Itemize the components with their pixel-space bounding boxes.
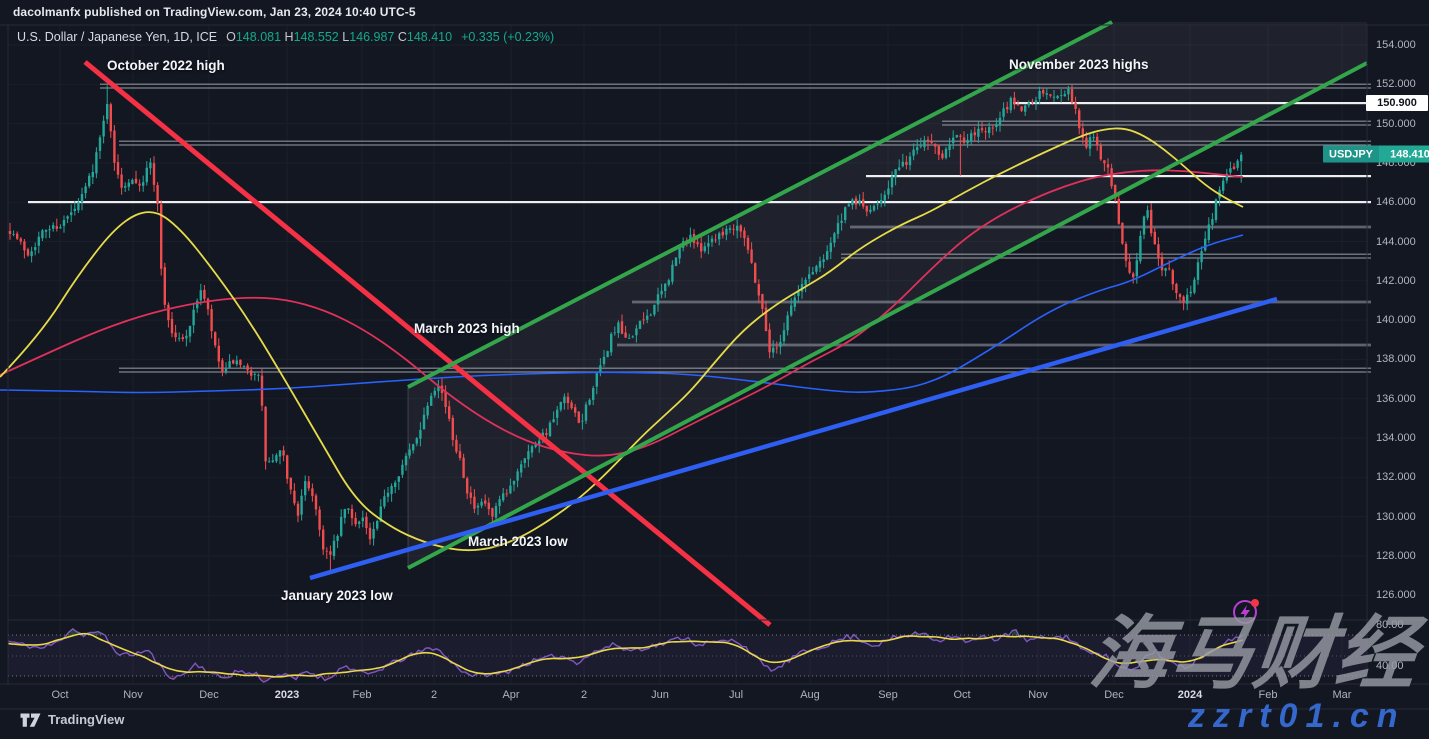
chart-annotation: January 2023 low [281, 588, 393, 603]
tradingview-brand-text: TradingView [48, 712, 125, 727]
reaction-flash-icon[interactable] [1231, 597, 1261, 627]
time-axis-label: Nov [1028, 689, 1048, 701]
time-axis-label: 2 [580, 689, 588, 701]
price-axis-label: 154.000 [1376, 39, 1416, 51]
ohlc-key: H [284, 30, 294, 44]
level-line-double [841, 257, 1371, 259]
time-axis-label: 2023 [274, 689, 300, 701]
channel-lower-green-trendline [407, 61, 1368, 570]
price-axis-label: 150.000 [1376, 117, 1416, 130]
price-axis-label: 126.000 [1376, 589, 1416, 602]
price-axis-label: 140.000 [1376, 314, 1416, 327]
downtrend-red-trendline [83, 60, 772, 627]
ohlc-value: 148.410 [406, 30, 453, 44]
time-axis-label: Mar [1332, 689, 1352, 701]
time-axis-label: 2024 [1177, 689, 1203, 701]
symbol-title: U.S. Dollar / Japanese Yen, 1D, ICE [17, 30, 218, 44]
level-line-double [841, 253, 1371, 255]
time-axis-label: Apr [502, 689, 520, 701]
ma-yellow-line [0, 127, 1244, 552]
watermark-cjk: 海马财经 [1085, 609, 1423, 698]
chart-annotation: March 2023 low [468, 534, 568, 549]
time-axis-label: Nov [123, 689, 143, 701]
indicator-axis-label: 80.00 [1376, 619, 1404, 631]
level-line-gray [850, 225, 1371, 229]
indicator-axis-label: 40.00 [1376, 660, 1404, 672]
ohlc-value: 148.552 [293, 30, 343, 44]
price-axis-label: 136.000 [1376, 392, 1416, 405]
rsi-ma-line [7, 632, 1244, 678]
channel-upper-green-trendline [407, 20, 1113, 389]
ohlc-value: 146.987 [349, 30, 398, 44]
symbol-chip: USDJPY [1323, 145, 1380, 163]
footer-brand[interactable]: TradingView [20, 712, 124, 727]
time-axis-label: Feb [352, 689, 372, 701]
symbol-legend[interactable]: U.S. Dollar / Japanese Yen, 1D, ICE O148… [17, 30, 554, 44]
time-axis-label: Dec [199, 689, 219, 701]
chart-annotation: October 2022 high [107, 58, 225, 73]
publish-info: dacolmanfx published on TradingView.com,… [13, 5, 416, 19]
level-line-white [866, 175, 1371, 178]
level-line-double [942, 124, 1371, 126]
level-line-double [100, 83, 1371, 85]
price-axis-label: 144.000 [1376, 235, 1416, 248]
change-value: +0.335 (+0.23%) [461, 30, 555, 44]
level-line-double [119, 144, 1371, 146]
level-line-white [28, 201, 1371, 204]
tradingview-logo-icon [20, 713, 41, 727]
ma-pink-line [0, 169, 1244, 457]
time-axis-label: Oct [51, 689, 69, 701]
chart-annotation: March 2023 high [414, 321, 520, 336]
time-axis-label: Oct [953, 689, 971, 701]
level-line-double [942, 120, 1371, 122]
time-axis-label: Sep [878, 689, 898, 701]
ohlc-values: O148.081 H148.552 L146.987 C148.410 [226, 30, 452, 44]
price-axis-label: 128.000 [1376, 549, 1416, 562]
level-line-double [100, 87, 1371, 89]
rsi-overbought-fill [87, 631, 106, 635]
price-axis-label: 134.000 [1376, 432, 1416, 444]
ohlc-key: L [342, 30, 350, 44]
level-line-double [119, 367, 1371, 369]
price-axis-label: 132.000 [1376, 471, 1416, 484]
time-axis-label: Jun [651, 689, 669, 701]
chart-annotation: November 2023 highs [1009, 57, 1149, 72]
time-axis-label: Jul [728, 689, 744, 701]
ohlc-key: O [226, 30, 236, 44]
price-axis-label: 138.000 [1376, 353, 1416, 366]
price-axis-label: 152.000 [1376, 78, 1416, 91]
alert-price-label: 150.900 [1366, 95, 1428, 111]
candle-bodies-down [8, 89, 1236, 555]
time-axis-label: Dec [1104, 689, 1124, 701]
level-line-double [119, 140, 1371, 142]
ohlc-value: 148.081 [235, 30, 285, 44]
level-line-gray [617, 343, 1371, 347]
time-axis-label: Feb [1258, 689, 1278, 701]
ohlc-key: C [397, 30, 407, 44]
watermark-url: zzrt01.cn [1188, 697, 1406, 735]
price-chip: 148.410 [1379, 145, 1429, 163]
time-axis-label: 2 [430, 689, 438, 701]
lightning-bolt-icon [1240, 605, 1250, 619]
level-line-gray [632, 300, 1371, 304]
time-axis-label: Aug [800, 689, 820, 701]
price-axis-label: 142.000 [1376, 274, 1416, 287]
level-line-white [1013, 102, 1371, 105]
ma-blue-line [0, 234, 1244, 394]
current-price-badge: USDJPY 148.410 [1323, 145, 1429, 163]
support-blue-trendline [309, 296, 1278, 581]
price-axis-label: 130.000 [1376, 510, 1416, 523]
level-line-double [119, 371, 1371, 373]
notification-dot [1251, 599, 1259, 607]
price-axis-label: 146.000 [1376, 196, 1416, 209]
rsi-oversold-fill [324, 676, 336, 681]
